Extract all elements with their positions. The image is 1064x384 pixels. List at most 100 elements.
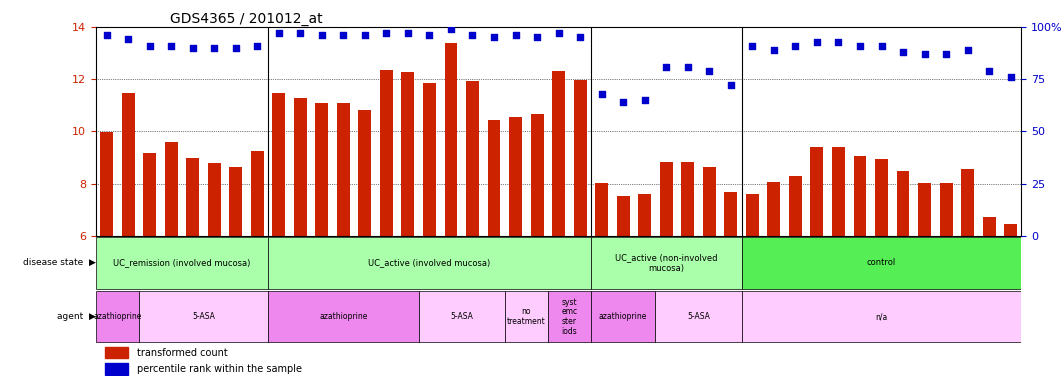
Bar	[983, 217, 996, 236]
Bar	[105, 363, 128, 375]
Point	[809, 38, 826, 45]
FancyBboxPatch shape	[591, 237, 742, 289]
Point	[571, 34, 588, 40]
Point	[550, 30, 567, 36]
Point	[830, 38, 847, 45]
Bar	[272, 93, 285, 236]
Bar	[186, 158, 199, 236]
Point	[292, 30, 309, 36]
Point	[701, 68, 718, 74]
Bar	[105, 347, 128, 358]
Point	[98, 32, 115, 38]
Text: agent  ▶: agent ▶	[56, 312, 96, 321]
Bar	[423, 83, 436, 236]
Bar	[380, 70, 393, 236]
Bar	[207, 163, 220, 236]
Bar	[251, 151, 264, 236]
Bar	[445, 43, 458, 236]
Bar	[509, 117, 522, 236]
Bar	[832, 147, 845, 236]
Bar	[337, 103, 350, 236]
Bar	[788, 175, 802, 236]
Point	[378, 30, 395, 36]
FancyBboxPatch shape	[591, 291, 655, 343]
Bar	[811, 147, 824, 236]
Point	[679, 63, 696, 70]
FancyBboxPatch shape	[268, 237, 591, 289]
Text: UC_remission (involved mucosa): UC_remission (involved mucosa)	[113, 258, 250, 267]
Point	[119, 36, 136, 43]
Bar	[725, 192, 737, 236]
Point	[399, 30, 416, 36]
FancyBboxPatch shape	[655, 291, 742, 343]
Bar	[229, 167, 243, 236]
Text: syst
emc
ster
iods: syst emc ster iods	[562, 298, 578, 336]
FancyBboxPatch shape	[96, 291, 138, 343]
Point	[184, 45, 201, 51]
Text: transformed count: transformed count	[137, 348, 228, 358]
Text: GDS4365 / 201012_at: GDS4365 / 201012_at	[170, 12, 322, 26]
Bar	[121, 93, 134, 236]
Text: 5-ASA: 5-ASA	[192, 312, 215, 321]
Bar	[1004, 223, 1017, 236]
Point	[937, 51, 954, 57]
Point	[485, 34, 502, 40]
Point	[787, 43, 804, 49]
Point	[895, 49, 912, 55]
Bar	[552, 71, 565, 236]
Point	[593, 91, 610, 97]
FancyBboxPatch shape	[138, 291, 268, 343]
Text: disease state  ▶: disease state ▶	[23, 258, 96, 267]
Bar	[875, 159, 888, 236]
Text: n/a: n/a	[876, 312, 887, 321]
Bar	[100, 132, 113, 236]
Bar	[165, 142, 178, 236]
Bar	[315, 103, 329, 236]
Bar	[703, 167, 716, 236]
Point	[464, 32, 481, 38]
Bar	[573, 80, 586, 236]
Bar	[359, 110, 371, 236]
Text: azathioprine: azathioprine	[599, 312, 647, 321]
Bar	[897, 171, 910, 236]
Point	[249, 43, 266, 49]
Point	[335, 32, 352, 38]
Point	[270, 30, 287, 36]
Point	[443, 26, 460, 32]
Bar	[466, 81, 479, 236]
Point	[615, 99, 632, 105]
Bar	[918, 183, 931, 236]
Point	[765, 47, 782, 53]
Bar	[660, 162, 672, 236]
FancyBboxPatch shape	[96, 237, 268, 289]
Point	[142, 43, 159, 49]
Bar	[595, 183, 609, 236]
Bar	[767, 182, 780, 236]
Text: azathioprine: azathioprine	[93, 312, 142, 321]
Text: 5-ASA: 5-ASA	[450, 312, 473, 321]
Point	[959, 47, 976, 53]
FancyBboxPatch shape	[418, 291, 504, 343]
Point	[851, 43, 868, 49]
Text: azathioprine: azathioprine	[319, 312, 367, 321]
Bar	[531, 114, 544, 236]
Bar	[401, 72, 414, 236]
Point	[981, 68, 998, 74]
Point	[228, 45, 245, 51]
Point	[722, 82, 739, 88]
Point	[1002, 74, 1019, 80]
Point	[916, 51, 933, 57]
Text: percentile rank within the sample: percentile rank within the sample	[137, 364, 302, 374]
Text: 5-ASA: 5-ASA	[687, 312, 710, 321]
FancyBboxPatch shape	[504, 291, 548, 343]
Text: UC_active (involved mucosa): UC_active (involved mucosa)	[368, 258, 491, 267]
Point	[356, 32, 373, 38]
FancyBboxPatch shape	[742, 291, 1021, 343]
Bar	[294, 98, 306, 236]
FancyBboxPatch shape	[268, 291, 418, 343]
Bar	[617, 196, 630, 236]
Bar	[681, 162, 694, 236]
Bar	[638, 194, 651, 236]
Point	[658, 63, 675, 70]
Point	[421, 32, 438, 38]
